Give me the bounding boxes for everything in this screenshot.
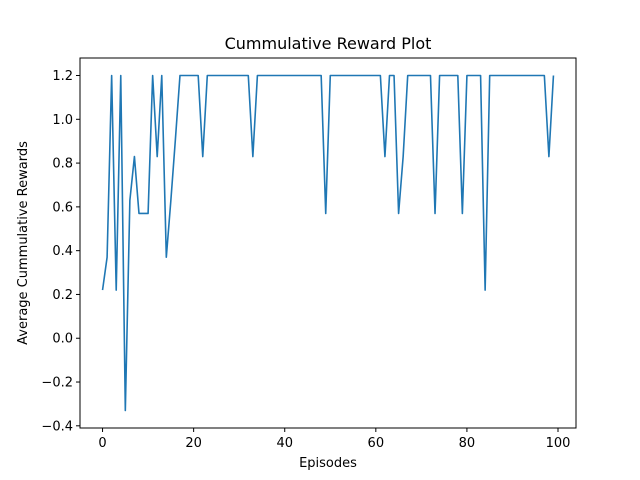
chart-title: Cummulative Reward Plot <box>225 34 432 53</box>
x-axis: 0 20 40 60 80 100 <box>98 428 570 451</box>
x-tick-label: 40 <box>276 436 293 451</box>
y-axis-label: Average Cummulative Rewards <box>16 141 31 345</box>
y-tick-label: 0.4 <box>52 244 73 259</box>
y-tick-label: 1.2 <box>52 69 73 84</box>
y-tick-label: −0.4 <box>41 419 73 434</box>
x-axis-label: Episodes <box>299 456 357 471</box>
y-axis: −0.4 −0.2 0.0 0.2 0.4 0.6 0.8 1.0 1.2 <box>41 69 80 434</box>
x-tick-label: 20 <box>185 436 202 451</box>
plot-area <box>101 74 555 412</box>
y-tick-label: 0.6 <box>52 200 73 215</box>
y-tick-label: 0.2 <box>52 288 73 303</box>
y-tick-label: 1.0 <box>52 113 73 128</box>
y-tick-label: 0.0 <box>52 332 73 347</box>
x-tick-label: 80 <box>459 436 476 451</box>
x-tick-label: 60 <box>368 436 385 451</box>
series-line <box>101 74 555 412</box>
y-tick-label: −0.2 <box>41 376 73 391</box>
x-tick-label: 0 <box>98 436 106 451</box>
x-tick-label: 100 <box>546 436 571 451</box>
y-tick-label: 0.8 <box>52 157 73 172</box>
axes-frame <box>79 57 577 429</box>
